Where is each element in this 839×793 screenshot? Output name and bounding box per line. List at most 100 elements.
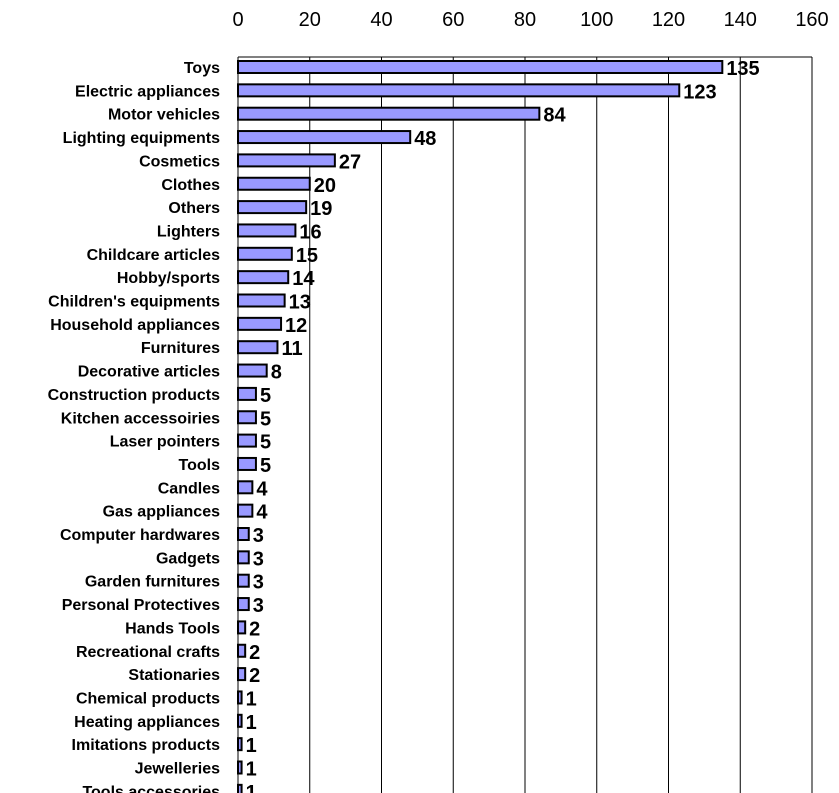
category-label: Gadgets (156, 550, 220, 567)
category-label: Cosmetics (139, 153, 220, 170)
x-tick-label: 140 (724, 9, 757, 31)
bar (237, 456, 257, 471)
bar (237, 130, 412, 145)
data-label: 13 (289, 292, 311, 314)
bar (237, 783, 243, 793)
data-label: 84 (543, 105, 566, 127)
data-label: 5 (260, 455, 271, 477)
bar (237, 176, 311, 191)
category-label: Childcare articles (87, 247, 221, 264)
bar (237, 527, 250, 541)
data-label: 3 (253, 595, 264, 617)
category-labels: Toys Electric appliances Motor vehicles Lig… (48, 60, 221, 793)
x-tick-label: 100 (580, 9, 613, 31)
data-label: 1 (246, 735, 257, 757)
bar (237, 667, 247, 682)
bar (237, 363, 268, 378)
category-label: Chemical products (76, 690, 220, 707)
category-label: Clothes (161, 177, 220, 194)
bar (237, 386, 257, 401)
category-label: Heating appliances (74, 714, 220, 731)
data-label: 1 (246, 688, 257, 710)
category-label: Children's equipments (48, 294, 220, 311)
category-label: Decorative articles (78, 364, 220, 381)
bar (237, 620, 247, 635)
category-label: Hands Tools (125, 620, 220, 637)
x-tick-label: 60 (442, 9, 464, 31)
x-tick-label: 160 (795, 9, 828, 31)
x-axis-ticks: 0 20 40 60 80 100 120 140 160 (232, 9, 828, 31)
bar (237, 737, 243, 752)
bar (237, 410, 257, 425)
data-labels: 1351238448272019161514131211855554433332… (246, 58, 760, 793)
data-label: 3 (253, 572, 264, 594)
data-label: 1 (246, 759, 257, 781)
bars (237, 60, 724, 793)
bar (237, 433, 257, 448)
bar (237, 573, 250, 588)
bar (237, 293, 286, 308)
data-label: 5 (260, 385, 271, 407)
category-label: Lighters (157, 223, 220, 240)
category-label: Candles (158, 480, 220, 497)
category-label: Furnitures (141, 340, 220, 357)
data-label: 5 (260, 408, 271, 430)
data-label: 1 (246, 782, 257, 793)
bar (237, 270, 290, 285)
data-label: 16 (299, 221, 321, 243)
bar (237, 60, 724, 74)
data-label: 3 (253, 548, 264, 570)
category-label: Kitchen accessoiries (61, 410, 220, 427)
x-tick-label: 20 (299, 9, 321, 31)
bar (237, 153, 336, 168)
category-label: Gas appliances (103, 504, 220, 521)
x-tick-label: 80 (514, 9, 536, 31)
x-tick-label: 120 (652, 9, 685, 31)
data-label: 48 (414, 128, 436, 150)
category-label: Recreational crafts (76, 644, 220, 661)
bar (237, 200, 308, 215)
data-label: 15 (296, 245, 318, 267)
category-label: Imitations products (72, 737, 221, 754)
bar (237, 106, 541, 121)
category-label: Motor vehicles (108, 107, 220, 124)
category-label: Personal Protectives (62, 597, 220, 614)
bar (237, 597, 250, 612)
bar (237, 316, 283, 331)
bar (237, 246, 293, 261)
data-label: 20 (314, 175, 336, 197)
category-label: Tools (179, 457, 221, 474)
bar (237, 690, 243, 705)
data-label: 4 (256, 478, 268, 500)
category-label: Garden furnitures (85, 574, 220, 591)
data-label: 2 (249, 642, 260, 664)
category-label: Electric appliances (75, 83, 220, 100)
data-label: 19 (310, 198, 332, 220)
data-label: 123 (683, 81, 716, 103)
x-tick-label: 0 (232, 9, 243, 31)
data-label: 1 (246, 712, 257, 734)
data-label: 135 (726, 58, 759, 80)
data-label: 4 (256, 502, 268, 524)
data-label: 12 (285, 315, 307, 337)
x-tick-label: 40 (370, 9, 392, 31)
bar (237, 480, 254, 495)
category-label: Laser pointers (110, 434, 220, 451)
category-label: Toys (184, 60, 220, 77)
data-label: 3 (253, 525, 264, 547)
data-label: 27 (339, 151, 361, 173)
category-label: Hobby/sports (117, 270, 220, 287)
category-label: Others (168, 200, 220, 217)
category-label: Stationaries (128, 667, 220, 684)
bar (237, 713, 243, 728)
category-label: Construction products (48, 387, 221, 404)
bar (237, 643, 247, 658)
data-label: 14 (292, 268, 315, 290)
category-label: Lighting equipments (63, 130, 220, 147)
bar (237, 760, 243, 775)
data-label: 11 (281, 338, 302, 360)
category-label: Household appliances (50, 317, 220, 334)
bar (237, 550, 250, 565)
